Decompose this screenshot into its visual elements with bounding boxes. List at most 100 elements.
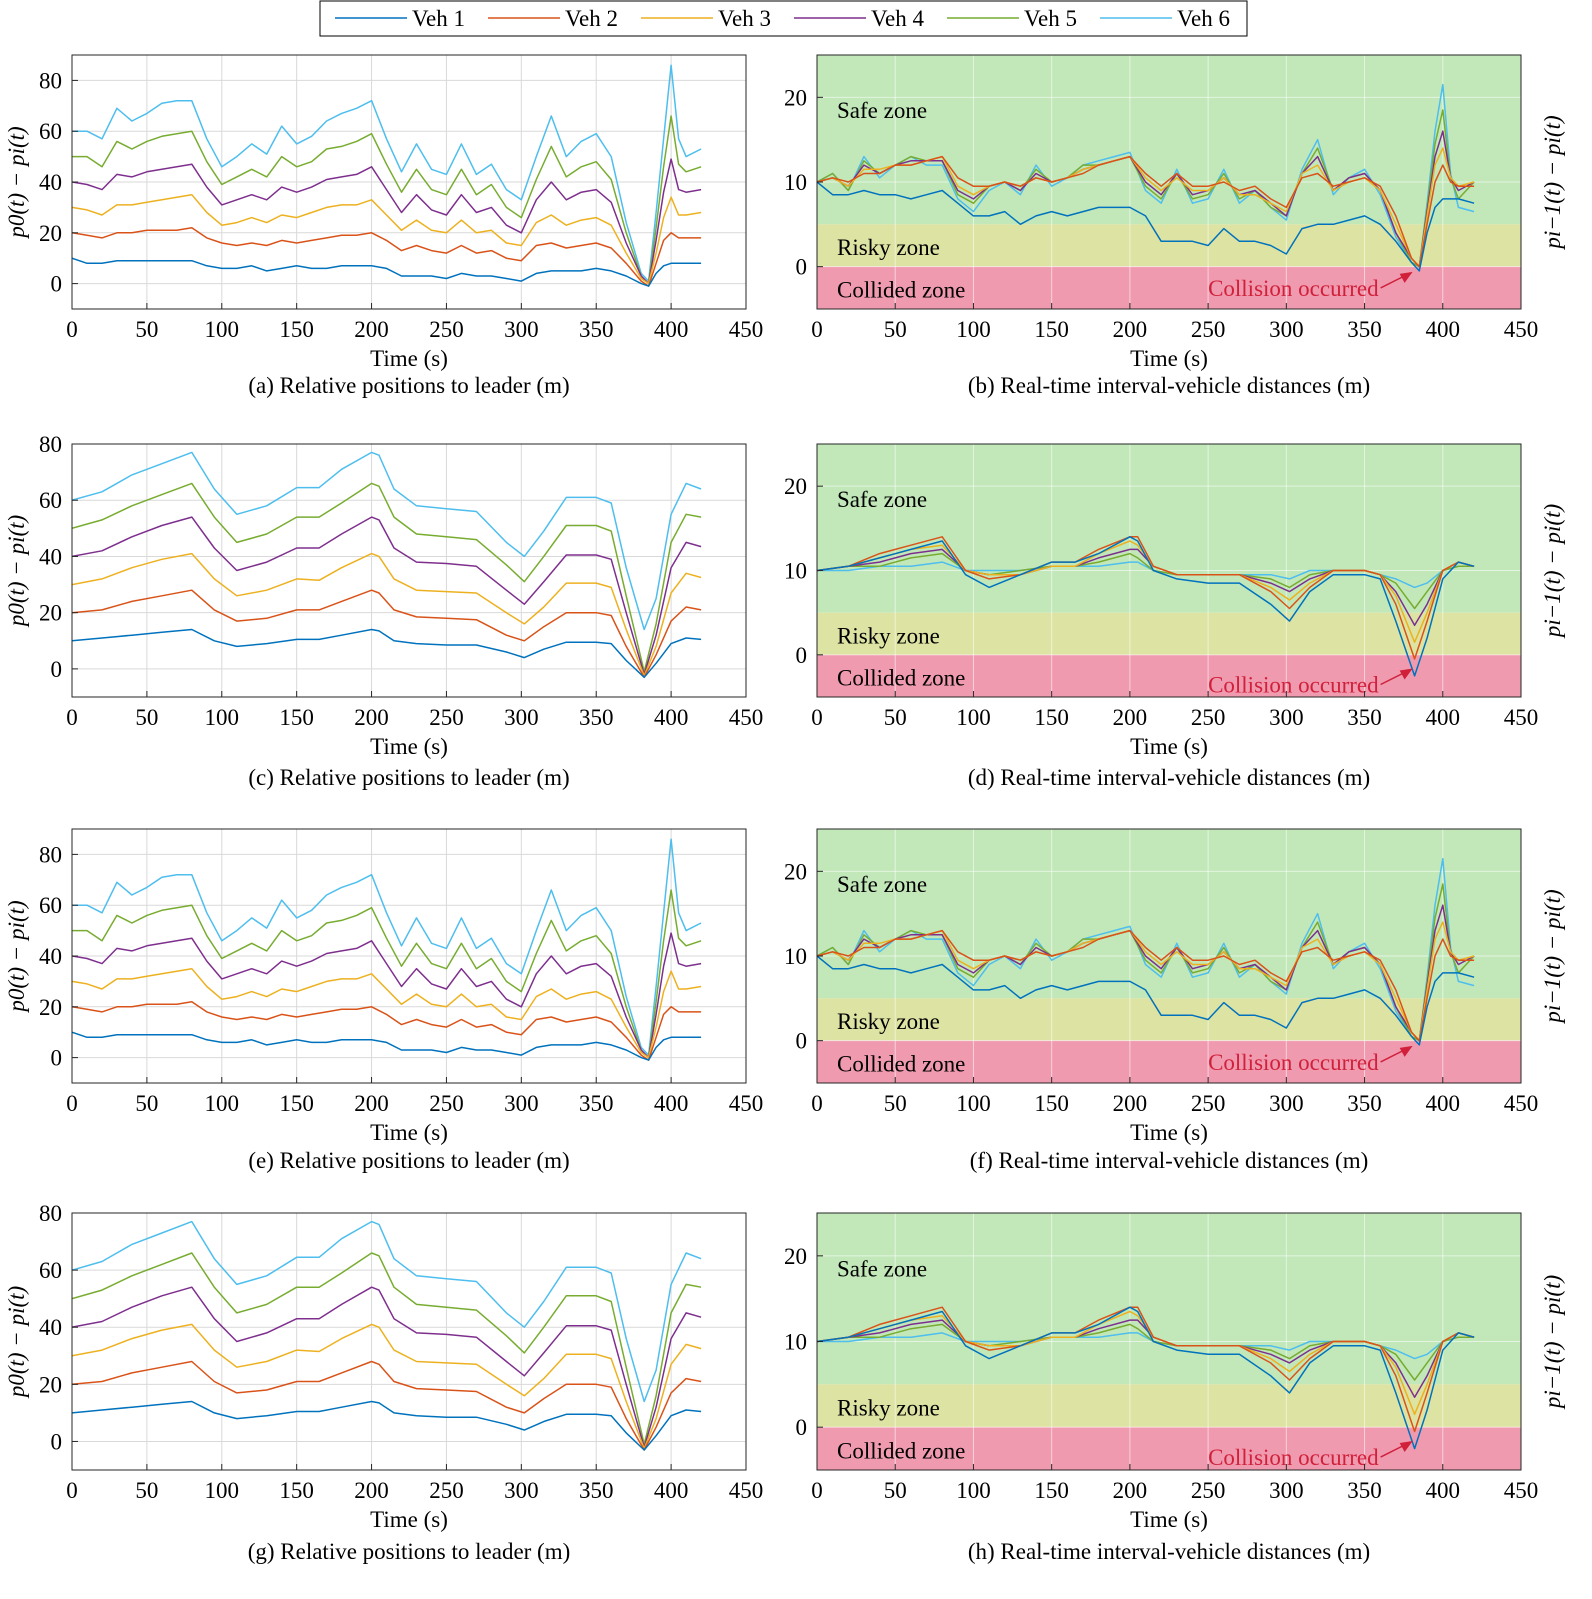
risky-zone-label: Risky zone — [837, 623, 940, 648]
series-group — [817, 83, 1475, 272]
series-line-veh-5 — [72, 482, 702, 673]
x-tick-label: 250 — [429, 1478, 464, 1503]
x-axis-label: Time (s) — [370, 1507, 448, 1532]
x-tick-label: 400 — [1426, 317, 1461, 342]
x-tick-label: 450 — [1504, 317, 1539, 342]
y-tick-label: 20 — [39, 995, 62, 1020]
x-tick-label: 300 — [1269, 1091, 1304, 1116]
x-tick-label: 200 — [354, 1478, 389, 1503]
x-tick-label: 300 — [1269, 317, 1304, 342]
x-tick-label: 300 — [1269, 1478, 1304, 1503]
series-line-veh-2 — [817, 1306, 1475, 1433]
y-tick-label: 20 — [39, 601, 62, 626]
series-line-veh-6 — [72, 1220, 702, 1403]
x-tick-label: 300 — [504, 705, 539, 730]
series-line-veh-2 — [72, 589, 702, 679]
annotation-text: Collision occurred — [1208, 672, 1379, 697]
series-line-veh-5 — [72, 1252, 702, 1446]
y-tick-label: 80 — [39, 1201, 62, 1226]
x-tick-label: 400 — [654, 1091, 689, 1116]
annotation-text: Collision occurred — [1208, 1050, 1379, 1075]
series-line-veh-5 — [72, 115, 702, 285]
y-tick-label: 10 — [784, 559, 807, 584]
x-tick-label: 400 — [1426, 1478, 1461, 1503]
x-tick-label: 150 — [1034, 1478, 1069, 1503]
x-tick-label: 0 — [66, 317, 78, 342]
y-tick-label: 20 — [39, 221, 62, 246]
legend-label: Veh 4 — [871, 6, 925, 31]
x-tick-label: 450 — [729, 1091, 764, 1116]
annotation-arrowhead — [1399, 271, 1413, 283]
y-tick-label: 10 — [784, 170, 807, 195]
x-axis-label: Time (s) — [370, 1120, 448, 1145]
annotation-arrowhead — [1399, 1441, 1413, 1453]
y-axis-label: pi−1(t) − pi(t) — [1540, 504, 1565, 639]
x-axis-label: Time (s) — [1130, 346, 1208, 371]
panel-caption: (a) Relative positions to leader (m) — [248, 373, 569, 398]
y-tick-label: 10 — [784, 944, 807, 969]
x-tick-label: 200 — [1113, 1478, 1148, 1503]
x-tick-label: 450 — [1504, 705, 1539, 730]
y-tick-label: 80 — [39, 68, 62, 93]
x-tick-label: 100 — [205, 705, 240, 730]
legend: Veh 1 Veh 2 Veh 3 Veh 4 Veh 5 Veh 6 — [319, 0, 1248, 37]
legend-label: Veh 2 — [565, 6, 618, 31]
y-axis-label: pi−1(t) − pi(t) — [1540, 115, 1565, 250]
y-tick-label: 60 — [39, 893, 62, 918]
y-tick-label: 60 — [39, 1258, 62, 1283]
x-tick-label: 450 — [1504, 1478, 1539, 1503]
x-tick-label: 0 — [811, 317, 823, 342]
annotation-arrowhead — [1399, 1045, 1413, 1057]
risky-zone — [817, 1384, 1521, 1428]
y-axis-label: pi−1(t) − pi(t) — [1540, 1275, 1565, 1410]
y-tick-label: 80 — [39, 842, 62, 867]
x-axis-label: Time (s) — [1130, 1507, 1208, 1532]
x-tick-label: 300 — [1269, 705, 1304, 730]
risky-zone-label: Risky zone — [837, 235, 940, 260]
x-tick-label: 50 — [884, 1478, 907, 1503]
safe-zone — [817, 829, 1521, 999]
x-tick-label: 300 — [504, 1091, 539, 1116]
x-axis-label: Time (s) — [1130, 1120, 1208, 1145]
series-line-veh-4 — [72, 516, 702, 676]
series-line-veh-2 — [817, 155, 1475, 268]
x-tick-label: 50 — [884, 705, 907, 730]
y-tick-label: 0 — [796, 643, 808, 668]
y-tick-label: 0 — [51, 1046, 63, 1071]
x-tick-label: 200 — [1113, 317, 1148, 342]
series-line-veh-4 — [72, 158, 702, 285]
x-tick-label: 150 — [279, 1091, 314, 1116]
x-tick-label: 400 — [654, 1478, 689, 1503]
series-line-veh-1 — [817, 1306, 1475, 1450]
risky-zone — [817, 612, 1521, 655]
series-line-veh-1 — [817, 955, 1475, 1046]
y-tick-label: 10 — [784, 1330, 807, 1355]
risky-zone-label: Risky zone — [837, 1009, 940, 1034]
x-tick-label: 50 — [135, 705, 158, 730]
series-line-veh-3 — [72, 967, 702, 1059]
safe-zone-label: Safe zone — [837, 872, 927, 897]
x-tick-label: 0 — [811, 1091, 823, 1116]
axes-box — [71, 443, 747, 698]
safe-zone — [817, 444, 1521, 613]
x-tick-label: 200 — [1113, 1091, 1148, 1116]
legend-label: Veh 3 — [718, 6, 771, 31]
y-tick-label: 60 — [39, 119, 62, 144]
series-line-veh-2 — [817, 536, 1475, 660]
y-axis-label: p0(t) − pi(t) — [4, 1286, 29, 1399]
x-tick-label: 150 — [1034, 317, 1069, 342]
y-tick-label: 40 — [39, 544, 62, 569]
x-tick-label: 400 — [1426, 705, 1461, 730]
series-group — [72, 838, 702, 1061]
x-tick-label: 50 — [135, 1478, 158, 1503]
plot-background — [72, 444, 746, 697]
x-tick-label: 150 — [279, 317, 314, 342]
collided-zone-label: Collided zone — [837, 1438, 965, 1463]
series-line-veh-3 — [72, 1323, 702, 1450]
x-axis-label: Time (s) — [1130, 734, 1208, 759]
plot-background — [72, 1213, 746, 1470]
x-tick-label: 250 — [1191, 1091, 1226, 1116]
y-tick-label: 40 — [39, 170, 62, 195]
panels: 0 50 100 150 200 250 300 350 400 450020406080Time… — [4, 54, 1565, 1564]
series-line-veh-4 — [72, 932, 702, 1059]
